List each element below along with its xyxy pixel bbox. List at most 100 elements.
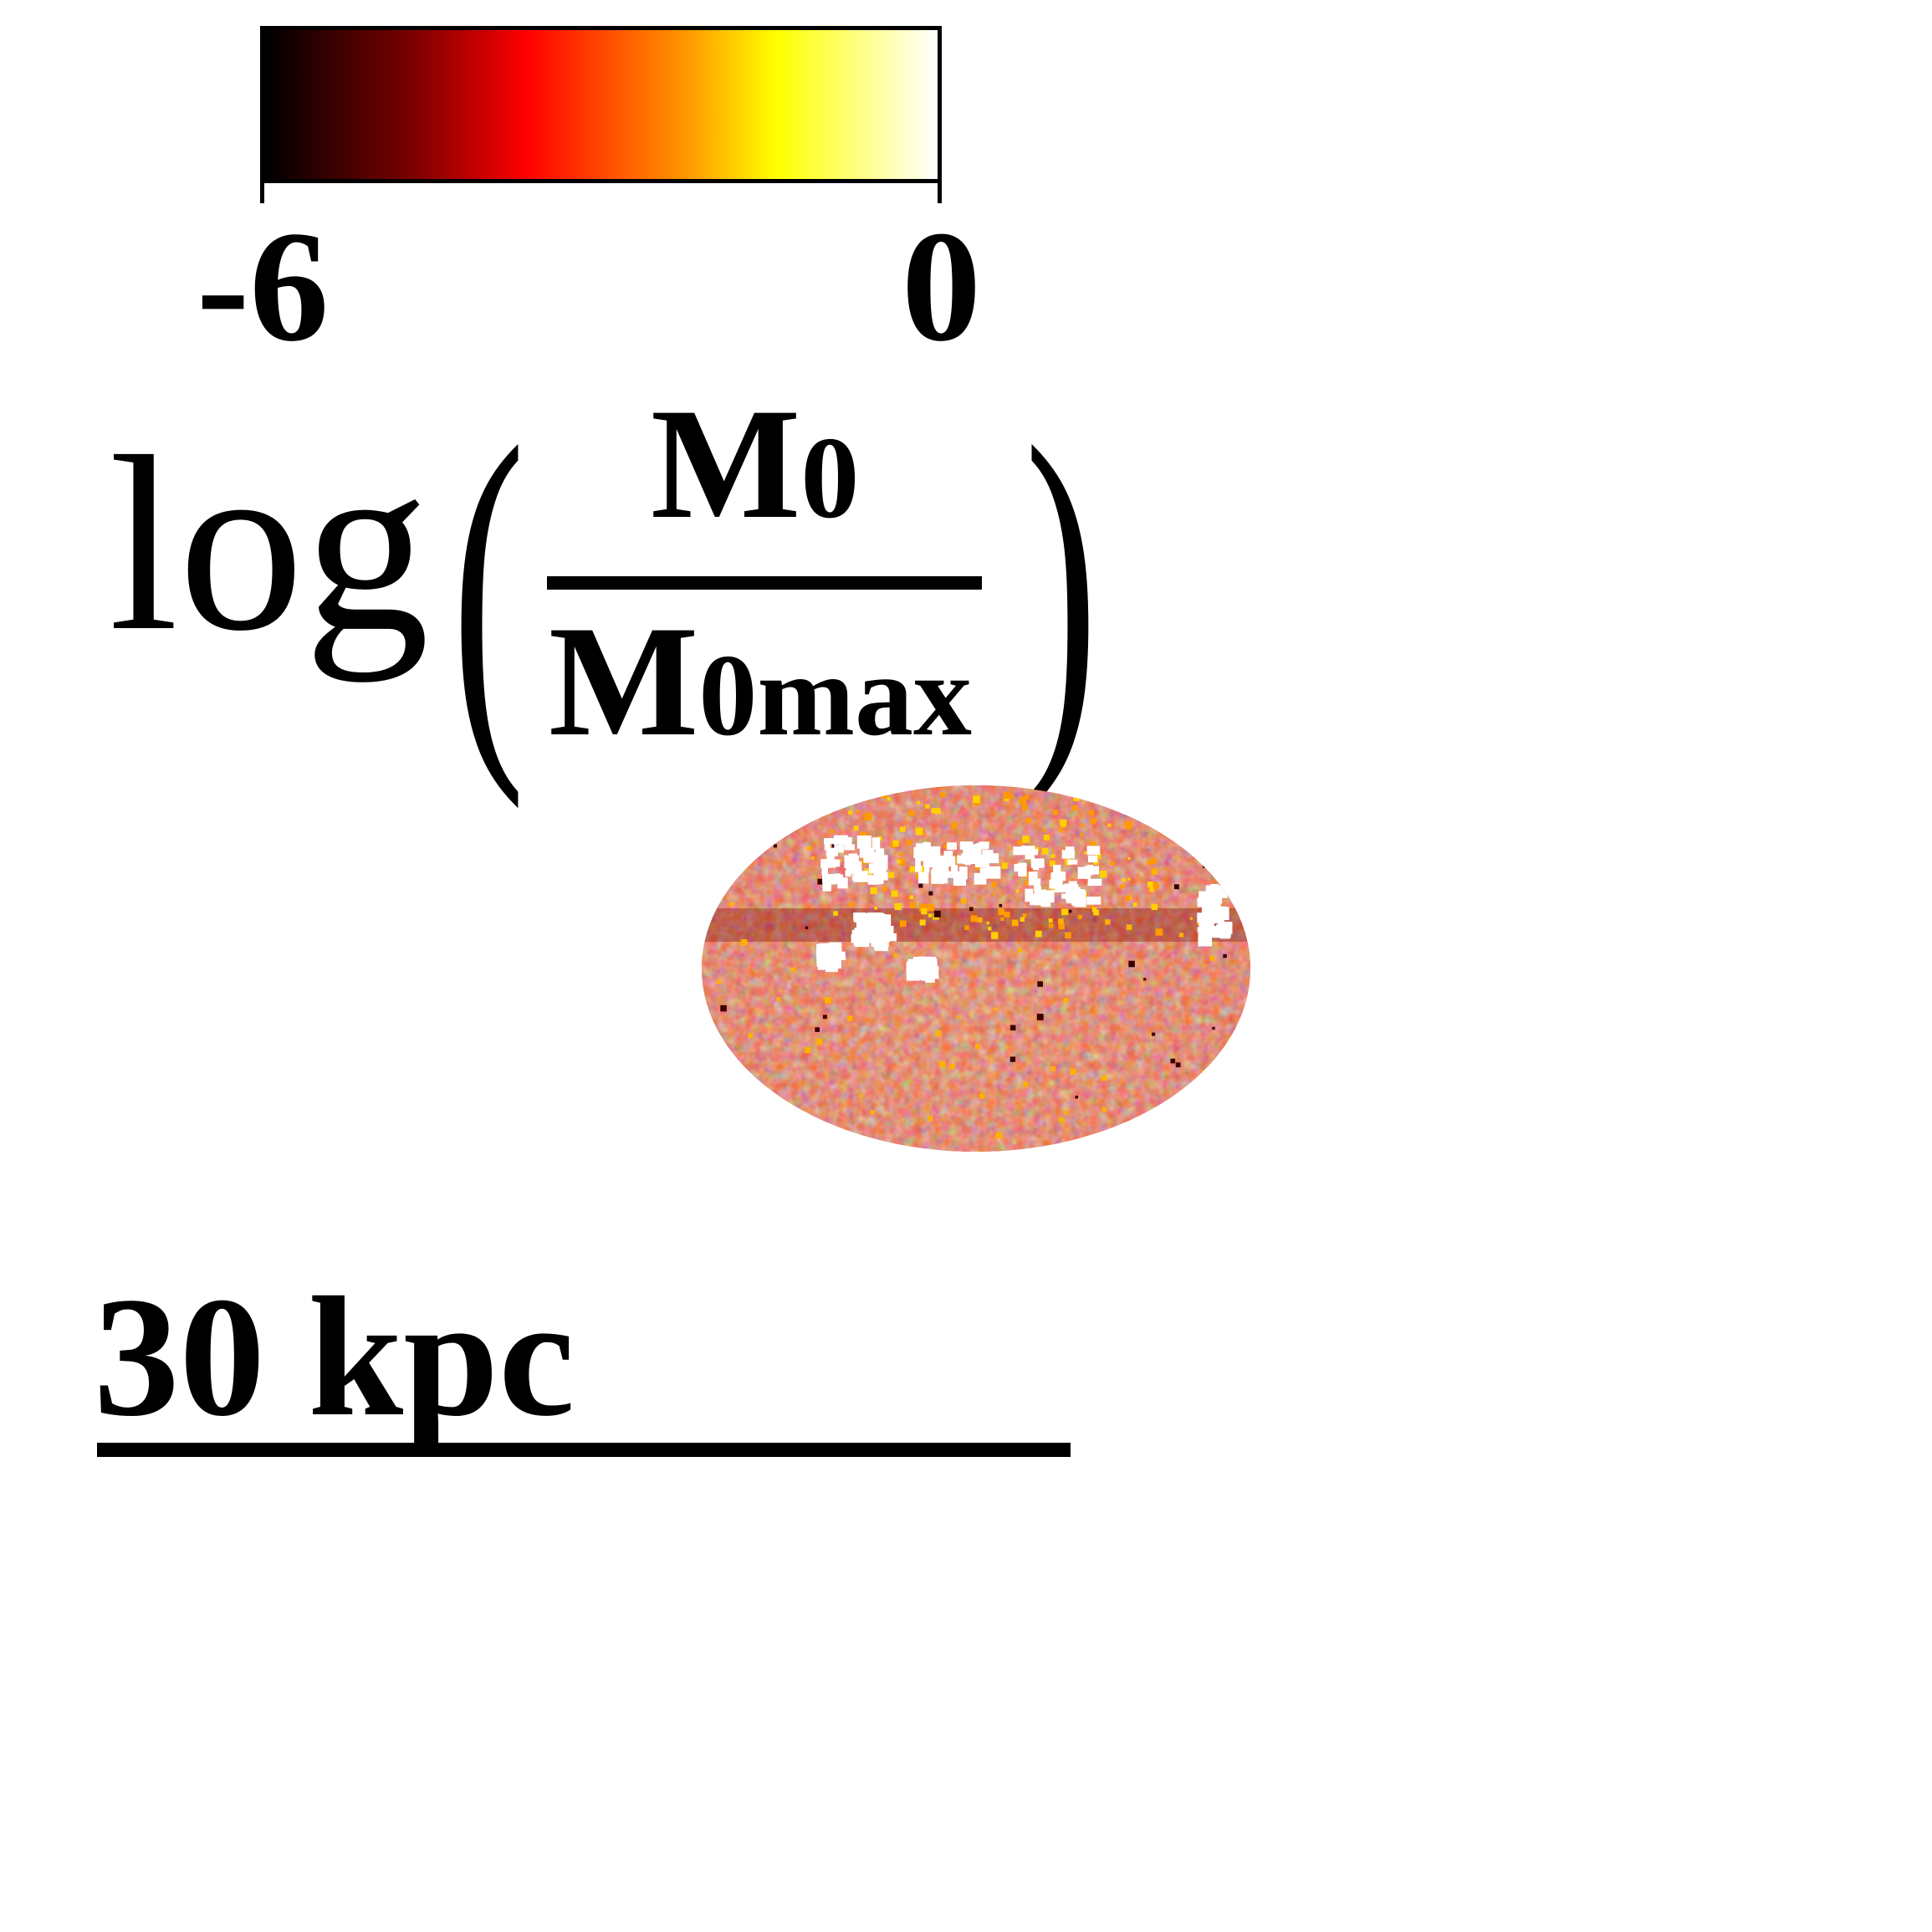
empty-pixel [915, 857, 921, 872]
map-pixel [720, 1004, 727, 1012]
bright-spot [1021, 804, 1028, 810]
map-pixel [977, 917, 983, 923]
empty-pixel [1049, 879, 1063, 889]
bright-spot [906, 840, 912, 846]
bright-spot [998, 908, 1005, 916]
empty-pixel [935, 872, 948, 882]
bright-spot [1090, 841, 1096, 848]
empty-pixel [834, 845, 845, 853]
bright-spot [991, 882, 997, 887]
bright-spot [1017, 840, 1023, 846]
bright-spot [909, 902, 917, 909]
bright-spot [919, 919, 926, 926]
empty-pixel [868, 916, 881, 929]
empty-pixel [1014, 863, 1025, 872]
empty-pixel [1206, 930, 1219, 938]
bright-spot [921, 907, 928, 915]
map-pixel [1036, 1014, 1044, 1020]
bright-spot [920, 866, 928, 872]
map-pixel [776, 997, 781, 1002]
empty-pixel [1040, 899, 1051, 907]
bright-spot [991, 932, 999, 939]
map-pixel [1009, 1056, 1016, 1062]
map-pixel [1069, 909, 1072, 913]
bright-spot [1084, 851, 1087, 855]
bright-spot [1041, 847, 1049, 855]
bright-spot [882, 886, 887, 892]
bright-spot [853, 825, 859, 831]
fraction-denominator: M0max [549, 602, 972, 761]
bright-spot [887, 797, 892, 801]
bright-spot [927, 903, 935, 912]
empty-pixel [943, 871, 958, 878]
empty-pixel [1013, 846, 1025, 856]
empty-pixel [947, 842, 957, 850]
bright-spot [899, 920, 907, 928]
empty-pixel [1025, 853, 1035, 860]
map-pixel [717, 979, 722, 984]
empty-pixel [856, 918, 862, 932]
bright-spot [1093, 909, 1099, 916]
map-pixel [1170, 1058, 1176, 1064]
bright-spot [1127, 856, 1131, 861]
log-label: log [109, 405, 430, 682]
empty-pixel [1210, 884, 1219, 894]
empty-pixel [923, 957, 937, 970]
map-pixel [1189, 917, 1193, 920]
empty-pixel [853, 876, 868, 882]
galaxy-mass-map [702, 785, 1250, 1152]
empty-pixel [1061, 850, 1075, 859]
bright-spot [964, 925, 969, 931]
bright-spot [1080, 833, 1084, 837]
bright-spot [891, 890, 898, 897]
bright-spot [925, 804, 930, 809]
empty-pixel [1216, 924, 1231, 938]
empty-pixel [1209, 899, 1220, 909]
map-pixel [1151, 868, 1158, 876]
map-pixel [1070, 1068, 1077, 1076]
fraction-bar [547, 576, 982, 590]
map-pixel [1178, 933, 1183, 938]
bright-spot [881, 792, 887, 799]
bright-spot [899, 852, 903, 856]
scale-bar [97, 1443, 1071, 1457]
scale-bar-label: 30 kpc [94, 1262, 575, 1452]
empty-pixel [825, 847, 838, 856]
empty-pixel [1199, 915, 1213, 928]
bright-spot [1003, 791, 1010, 799]
empty-pixel [817, 950, 826, 963]
bright-spot [1061, 908, 1069, 916]
map-pixel [1023, 1081, 1029, 1087]
bright-spot [1072, 805, 1078, 811]
map-pixel [816, 1038, 823, 1045]
map-pixel [741, 938, 748, 946]
bright-spot [888, 871, 895, 878]
bright-spot [1146, 809, 1153, 815]
empty-pixel [963, 845, 973, 853]
colorbar-tick-max [938, 183, 942, 203]
map-pixel [994, 1008, 997, 1011]
empty-pixel [868, 863, 877, 874]
bright-spot [1150, 857, 1157, 865]
empty-pixel [1036, 889, 1046, 898]
empty-pixel [874, 933, 882, 943]
map-pixel [1101, 1107, 1107, 1112]
bright-spot [909, 895, 914, 900]
map-pixel [1212, 1026, 1215, 1030]
bright-spot [1095, 853, 1101, 860]
bright-spot [870, 887, 877, 895]
empty-pixel [1215, 907, 1222, 914]
map-pixel [858, 1094, 862, 1098]
bright-spot [874, 907, 877, 910]
bright-spot [973, 795, 980, 804]
bright-spot [1081, 795, 1086, 799]
empty-pixel [1197, 927, 1208, 933]
empty-pixel [825, 958, 833, 968]
bright-spot [833, 911, 838, 916]
bright-spot [1153, 882, 1158, 887]
map-pixel [1037, 981, 1043, 987]
empty-pixel [871, 837, 881, 850]
empty-pixel [1032, 858, 1044, 868]
empty-pixel [877, 920, 885, 928]
map-pixel [979, 1093, 985, 1099]
